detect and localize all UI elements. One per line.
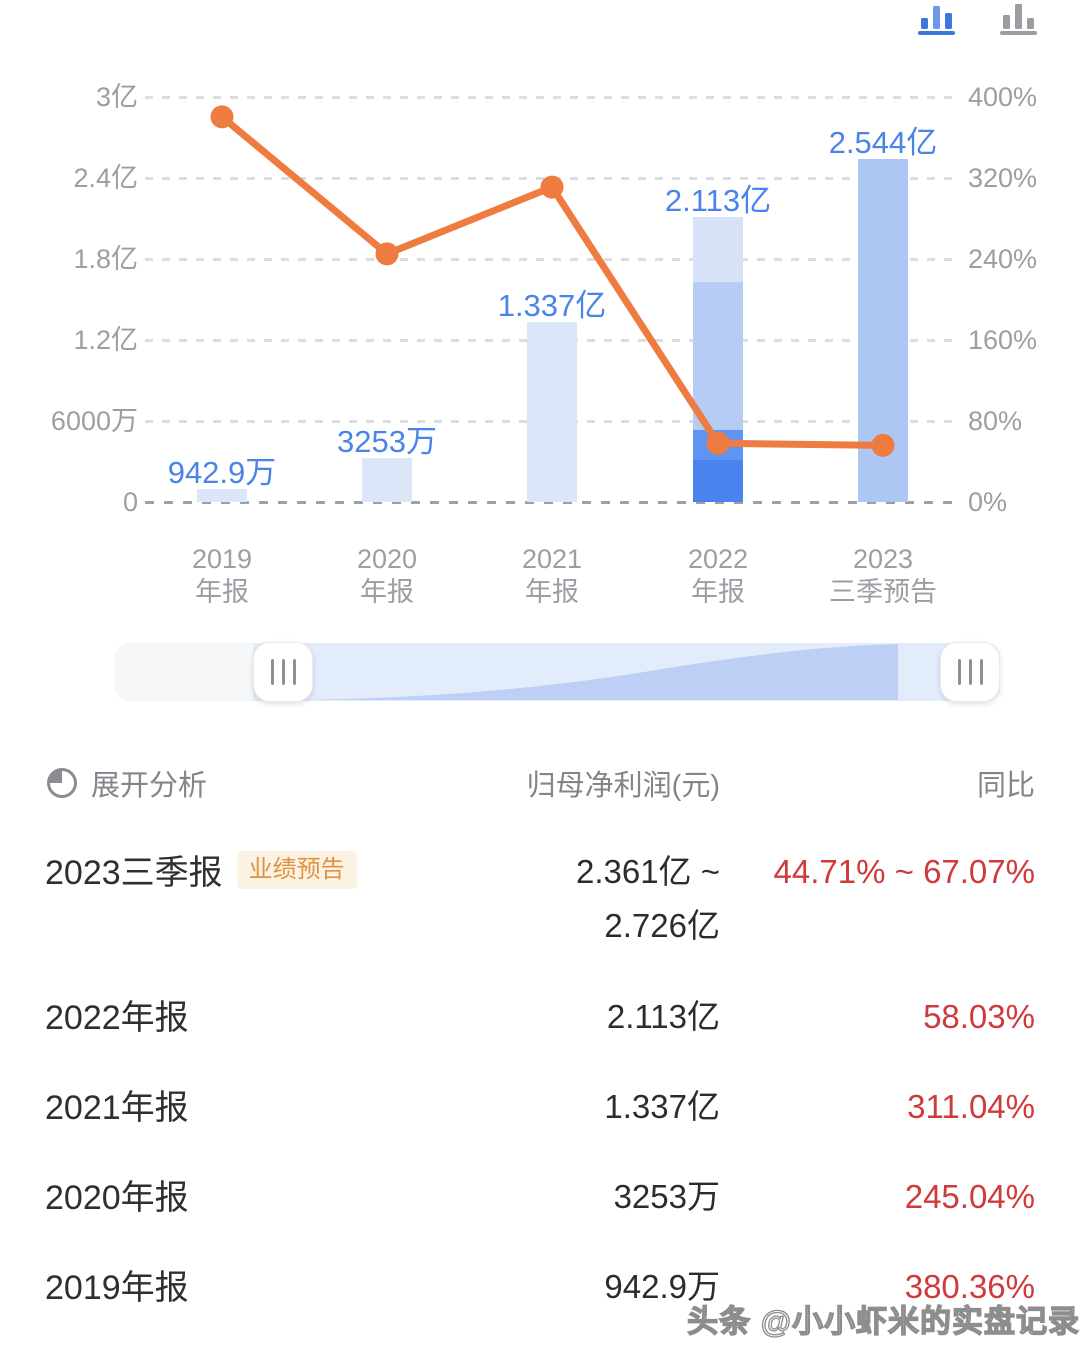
bar-chart-inactive-icon[interactable] <box>1000 2 1040 36</box>
row-yoy: 380.36% <box>904 1268 1035 1305</box>
gridline <box>145 177 958 180</box>
watermark: 头条 @小小虾米的实盘记录 <box>687 1303 1080 1339</box>
row-value: 2.361亿 ~ 2.726亿 <box>575 853 720 944</box>
table-row[interactable]: 2019年报 942.9万 380.36% <box>45 1260 1035 1314</box>
column-header-value: 归母净利润(元) <box>526 770 720 802</box>
right-axis-tick: 240% <box>968 244 1038 274</box>
bar-value-label: 1.337亿 <box>497 287 607 323</box>
right-axis-tick: 160% <box>968 325 1038 355</box>
row-value: 2.113亿 <box>606 998 720 1035</box>
x-axis-label: 2019 年报 <box>191 544 253 607</box>
bar-value-label: 2.113亿 <box>664 182 772 218</box>
right-axis-tick: 0% <box>968 487 1008 517</box>
row-period: 2021年报 <box>45 1089 189 1127</box>
table-row[interactable]: 2021年报 1.337亿 311.04% <box>45 1080 1035 1134</box>
chart-type-toolbar <box>918 2 1040 36</box>
row-period: 2020年报 <box>45 1179 189 1217</box>
expand-analysis-label: 展开分析 <box>91 770 208 802</box>
expand-analysis-button[interactable]: 展开分析 <box>45 762 207 804</box>
row-yoy: 245.04% <box>904 1178 1035 1215</box>
yoy-point <box>210 105 234 129</box>
row-yoy: 58.03% <box>923 998 1035 1035</box>
bar-segment <box>693 216 743 282</box>
left-axis-tick: 0 <box>122 487 138 517</box>
right-axis-tick: 320% <box>968 163 1038 193</box>
bar-segment <box>197 489 247 502</box>
bar-segment <box>527 321 577 502</box>
row-value: 3253万 <box>613 1178 720 1215</box>
bar-value-label: 2.544亿 <box>828 124 938 160</box>
row-period: 2019年报 <box>45 1269 189 1307</box>
x-axis-label: 2021 年报 <box>521 544 583 607</box>
bar-segment <box>693 281 743 431</box>
slider-area-preview <box>300 644 898 700</box>
right-axis-tick: 80% <box>968 406 1023 436</box>
row-value: 942.9万 <box>604 1268 720 1305</box>
bar-segment <box>362 458 412 502</box>
profit-yoy-chart[interactable]: 3亿 400% 2.4亿 320% 1.8亿 240% 1.2亿 160% 6000万 80% 0 0… <box>0 0 1080 645</box>
x-axis-label: 2023 三季预告 <box>829 544 937 607</box>
left-axis-tick: 3亿 <box>95 82 138 112</box>
left-axis-tick: 2.4亿 <box>73 163 138 193</box>
x-axis-label: 2022 年报 <box>687 544 749 607</box>
x-axis-label: 2020 年报 <box>356 544 418 607</box>
gridline <box>145 96 958 99</box>
table-row[interactable]: 2020年报 3253万 245.04% <box>45 1170 1035 1224</box>
row-value: 1.337亿 <box>604 1088 720 1125</box>
bar-segment <box>858 158 908 502</box>
gridline <box>145 501 958 504</box>
slider-left-handle[interactable] <box>253 642 313 702</box>
table-row[interactable]: 2022年报 2.113亿 58.03% <box>45 990 1035 1044</box>
row-period: 2023三季报 业绩预告 <box>45 845 357 894</box>
left-axis-tick: 6000万 <box>50 406 138 436</box>
table-header: 展开分析 归母净利润(元) 同比 <box>45 762 1035 804</box>
gridline <box>145 258 958 261</box>
bar-segment <box>693 460 743 502</box>
forecast-badge: 业绩预告 <box>236 850 357 889</box>
chart-range-slider[interactable] <box>115 642 1000 702</box>
slider-right-handle[interactable] <box>940 642 1000 702</box>
row-period: 2022年报 <box>45 999 189 1037</box>
column-header-yoy: 同比 <box>976 770 1035 802</box>
row-yoy: 44.71% ~ 67.07% <box>773 853 1035 890</box>
row-yoy: 311.04% <box>907 1088 1035 1125</box>
bar-segment <box>693 430 743 461</box>
bar-value-label: 3253万 <box>337 424 437 460</box>
right-axis-tick: 400% <box>968 82 1038 112</box>
pie-chart-icon <box>47 768 77 798</box>
bar-chart-active-icon[interactable] <box>918 2 958 36</box>
yoy-point <box>375 242 399 266</box>
left-axis-tick: 1.8亿 <box>73 244 138 274</box>
left-axis-tick: 1.2亿 <box>73 325 138 355</box>
table-row[interactable]: 2023三季报 业绩预告 2.361亿 ~ 2.726亿 44.71% ~ 67… <box>45 845 1035 953</box>
slider-selected-range <box>253 643 1000 701</box>
bar-value-label: 942.9万 <box>167 455 277 491</box>
